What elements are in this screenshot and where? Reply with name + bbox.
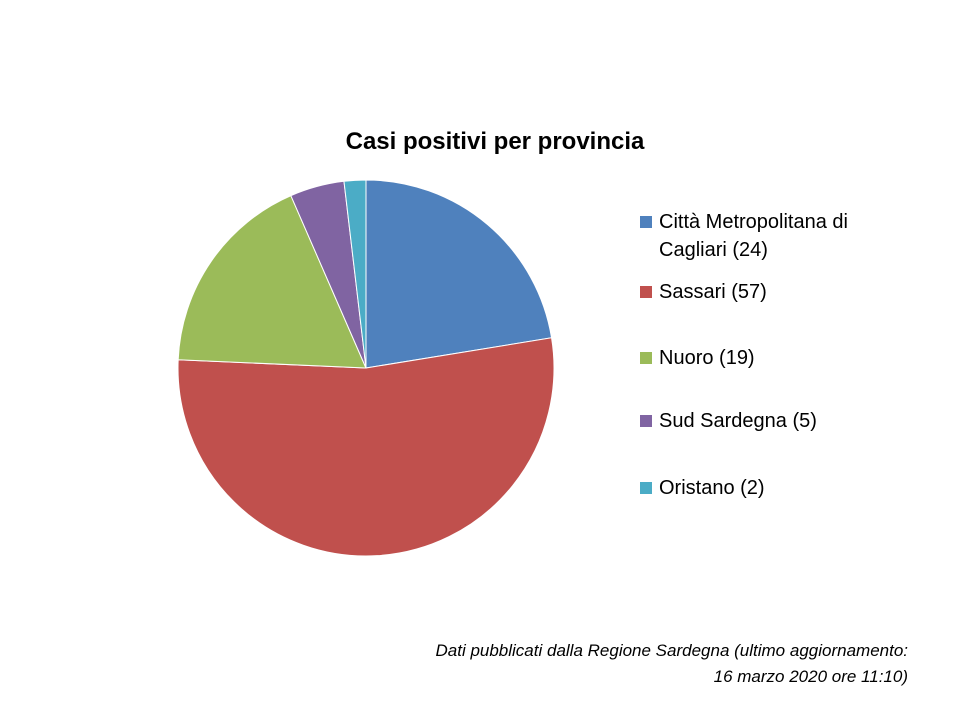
legend-item: Città Metropolitana di Cagliari (24) bbox=[640, 208, 889, 264]
source-note-line-1: Dati pubblicati dalla Regione Sardegna (… bbox=[435, 641, 908, 660]
chart-title: Casi positivi per provincia bbox=[345, 128, 645, 155]
pie-slice-nuoro bbox=[177, 195, 367, 369]
source-note: Dati pubblicati dalla Regione Sardegna (… bbox=[308, 638, 908, 690]
legend-swatch bbox=[640, 286, 652, 298]
legend-item: Nuoro (19) bbox=[640, 344, 889, 372]
legend-label: Città Metropolitana di Cagliari (24) bbox=[659, 211, 848, 261]
legend-item: Sud Sardegna (5) bbox=[640, 407, 889, 435]
legend-swatch bbox=[640, 216, 652, 228]
pie-slice-citt-metropolitana-di-cagliari bbox=[365, 179, 553, 369]
legend-label: Sud Sardegna (5) bbox=[659, 410, 817, 432]
legend-label: Oristano (2) bbox=[659, 477, 765, 499]
legend-item: Oristano (2) bbox=[640, 474, 889, 502]
pie-slice-sassari bbox=[177, 337, 555, 557]
legend-swatch bbox=[640, 352, 652, 364]
source-note-line-2: 16 marzo 2020 ore 11:10) bbox=[713, 667, 908, 686]
legend-label: Nuoro (19) bbox=[659, 347, 755, 369]
legend-label: Sassari (57) bbox=[659, 281, 767, 303]
legend-swatch bbox=[640, 415, 652, 427]
pie-slice-oristano bbox=[343, 179, 367, 369]
legend-item: Sassari (57) bbox=[640, 278, 889, 306]
legend-swatch bbox=[640, 482, 652, 494]
